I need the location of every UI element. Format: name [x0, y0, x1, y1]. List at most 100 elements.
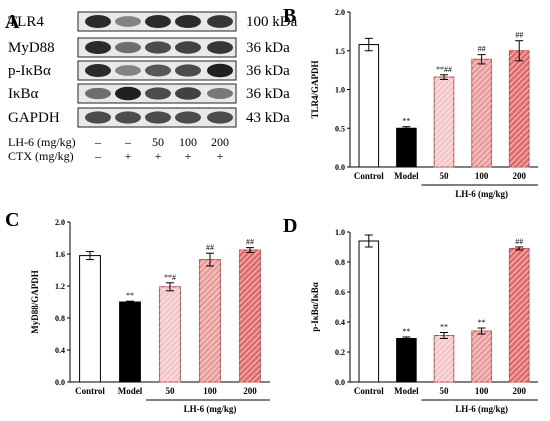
y-axis-label: TLR4/GAPDH	[310, 60, 320, 118]
panel-letter-d: D	[283, 215, 297, 237]
lh6-dose-value: 200	[211, 135, 229, 149]
significance-label: ##	[478, 45, 486, 54]
x-tick-label: 200	[512, 171, 526, 181]
significance-label: ##	[246, 238, 254, 247]
blot-band	[115, 16, 141, 27]
blot-band	[207, 111, 233, 124]
y-tick-label: 0.8	[55, 314, 65, 323]
y-tick-label: 0.5	[335, 124, 345, 133]
blot-protein-label: p-IκBα	[8, 63, 51, 79]
significance-label: ##	[515, 31, 523, 40]
bar	[358, 240, 380, 383]
x-tick-label: Model	[118, 386, 143, 396]
lh6-dose-value: –	[94, 135, 102, 149]
y-tick-label: 0.6	[335, 288, 345, 297]
significance-label: **	[126, 291, 134, 300]
blot-band	[207, 41, 233, 54]
dose-group-label: LH-6 (mg/kg)	[455, 404, 508, 414]
significance-label: ##	[515, 237, 523, 246]
blot-band	[207, 63, 233, 78]
blot-band	[145, 111, 171, 124]
lh6-label: LH-6 (mg/kg)	[8, 135, 76, 149]
y-tick-label: 1.2	[55, 282, 65, 291]
y-tick-label: 0.0	[335, 163, 345, 172]
significance-label: **	[478, 318, 486, 327]
bar-hatch	[434, 77, 454, 167]
significance-label: **	[440, 323, 448, 332]
ctx-label: CTX (mg/kg)	[8, 149, 74, 163]
x-tick-label: 100	[475, 386, 489, 396]
ctx-dose-value: +	[125, 149, 132, 163]
y-tick-label: 1.5	[335, 47, 345, 56]
y-tick-label: 0.0	[55, 378, 65, 387]
blot-band	[115, 111, 141, 124]
y-axis-label: MyD88/GAPDH	[30, 270, 40, 334]
blot-protein-label: GAPDH	[8, 110, 60, 126]
lh6-dose-value: 50	[152, 135, 164, 149]
blot-protein-label: TLR4	[8, 14, 44, 30]
blot-band	[207, 88, 233, 99]
blot-band	[145, 41, 171, 54]
chart-panel-c: 0.0 0.4 0.8 1.2 1.6 2.0 MyD88/GAPDH Control ** Mo…	[30, 218, 270, 414]
dose-group-label: LH-6 (mg/kg)	[455, 189, 508, 199]
x-tick-label: Control	[354, 171, 384, 181]
significance-label: ##	[206, 243, 214, 252]
blot-band	[85, 40, 111, 55]
blot-mw-label: 100 kDa	[246, 14, 298, 30]
bar-hatch	[471, 59, 492, 167]
y-axis-label: p-IκBα/IκBα	[310, 282, 320, 332]
y-tick-label: 2.0	[335, 8, 345, 17]
x-tick-label: Model	[394, 386, 419, 396]
x-tick-label: 100	[475, 171, 489, 181]
x-tick-label: Model	[394, 171, 419, 181]
bar	[119, 301, 141, 383]
blot-band	[115, 41, 141, 54]
blot-band	[115, 86, 141, 101]
y-tick-label: 2.0	[55, 218, 65, 227]
x-tick-label: 100	[203, 386, 217, 396]
ctx-dose-value: +	[217, 149, 224, 163]
panel-letter-c: C	[5, 209, 19, 231]
blot-band	[145, 64, 171, 77]
bar-hatch	[159, 286, 181, 382]
blot-band	[175, 87, 201, 100]
blot-band	[85, 111, 111, 124]
ctx-dose-value: +	[185, 149, 192, 163]
blot-band	[85, 14, 111, 29]
significance-label: **##	[436, 65, 452, 74]
x-tick-label: 200	[243, 386, 257, 396]
x-tick-label: Control	[75, 386, 105, 396]
significance-label: **	[402, 327, 410, 336]
bar-hatch	[471, 331, 492, 382]
blot-band	[85, 63, 111, 78]
blot-mw-label: 43 kDa	[246, 110, 290, 126]
bar	[396, 127, 417, 168]
lh6-dose-value: –	[124, 135, 132, 149]
y-tick-label: 0.4	[55, 346, 65, 355]
y-tick-label: 1.6	[55, 250, 65, 259]
blot-mw-label: 36 kDa	[246, 40, 290, 56]
blot-band	[115, 65, 141, 76]
x-tick-label: 50	[440, 386, 450, 396]
dose-group-label: LH-6 (mg/kg)	[184, 404, 237, 414]
bar-hatch	[509, 50, 529, 167]
bar	[396, 338, 417, 383]
y-tick-label: 1.0	[335, 228, 345, 237]
y-tick-label: 0.0	[335, 378, 345, 387]
blot-band	[145, 87, 171, 100]
chart-panel-d: 0.0 0.2 0.4 0.6 0.8 1.0 p-IκBα/IκBα Control ** Mo…	[310, 228, 538, 414]
blot-band	[175, 111, 201, 124]
y-tick-label: 0.8	[335, 258, 345, 267]
blot-protein-label: IκBα	[8, 86, 39, 102]
lh6-dose-value: 100	[179, 135, 197, 149]
bar	[79, 255, 101, 383]
blot-band	[145, 14, 171, 29]
blot-mw-label: 36 kDa	[246, 63, 290, 79]
blot-protein-label: MyD88	[8, 40, 55, 56]
blot-mw-label: 36 kDa	[246, 86, 290, 102]
significance-label: **#	[164, 273, 176, 282]
x-tick-label: 50	[440, 171, 450, 181]
blot-band	[175, 14, 201, 29]
x-tick-label: 50	[166, 386, 176, 396]
bar-hatch	[434, 335, 454, 382]
